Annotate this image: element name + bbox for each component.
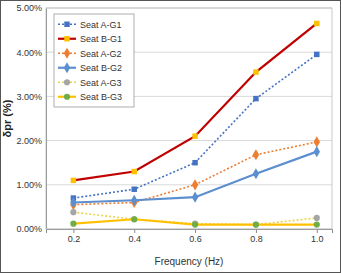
series-marker: [70, 197, 76, 208]
series-marker: [314, 136, 320, 147]
x-tick-label: 0.8: [250, 234, 263, 244]
y-tick: 5.00%: [16, 3, 46, 13]
legend-label: Seat B-G2: [80, 63, 122, 73]
chart-frame: [1, 1, 341, 273]
series-marker: [314, 146, 320, 157]
x-tick-label: 0.2: [68, 234, 81, 244]
series-marker: [131, 169, 136, 174]
legend-label: Seat A-G3: [80, 78, 122, 88]
x-tick-mark: [317, 229, 318, 233]
x-tick: 0.8: [250, 229, 263, 244]
y-tick-label: 5.00%: [16, 3, 42, 13]
series-marker: [192, 221, 198, 227]
legend-marker: [64, 48, 70, 59]
x-tick-mark: [73, 229, 74, 233]
x-axis-title: Frequency (Hz): [155, 256, 224, 267]
x-tick: 0.4: [128, 229, 141, 244]
series-marker: [131, 186, 136, 191]
series-marker: [314, 52, 319, 57]
x-axis-line: [47, 230, 333, 234]
series-marker: [131, 216, 137, 222]
y-axis: 0.00% 1.00% 2.00% 3.00% 4.00% 5.00%: [16, 3, 46, 234]
x-tick-mark: [134, 229, 135, 233]
plot: 0.2 0.4 0.6 0.8 1.0 0.00% 1.00% 2.00% 3.00% 4.00%…: [16, 3, 332, 244]
series-group: [70, 21, 320, 228]
y-tick: 1.00%: [16, 180, 46, 190]
series-marker: [192, 133, 197, 138]
legend: Seat A-G1 Seat B-G1 Seat A-G2 Seat B-G2 Seat…: [54, 14, 134, 107]
series-marker: [314, 21, 319, 26]
x-tick: 0.6: [189, 229, 202, 244]
plot-frame: [46, 8, 332, 229]
grid: [46, 8, 332, 229]
y-tick-label: 3.00%: [16, 92, 42, 102]
series-marker: [253, 96, 258, 101]
series-marker: [70, 221, 76, 227]
x-tick-mark: [256, 229, 257, 233]
series-line: [73, 152, 316, 203]
x-axis: 0.2 0.4 0.6 0.8 1.0: [47, 229, 333, 244]
legend-marker: [64, 94, 70, 100]
x-tick: 1.0: [311, 229, 324, 244]
legend-marker: [64, 22, 69, 27]
legend-marker: [64, 79, 70, 85]
chart: 0.2 0.4 0.6 0.8 1.0 0.00% 1.00% 2.00% 3.00% 4.00%…: [0, 0, 341, 273]
grid-line: [46, 184, 332, 185]
y-tick-label: 4.00%: [16, 48, 42, 58]
y-tick-label: 0.00%: [16, 224, 42, 234]
series-marker: [192, 179, 198, 190]
series-marker: [192, 160, 197, 165]
series-line: [73, 142, 316, 205]
x-tick-label: 1.0: [311, 234, 324, 244]
legend-label: Seat A-G1: [80, 20, 122, 30]
series-marker: [70, 209, 76, 215]
y-tick: 0.00%: [16, 224, 46, 234]
series-marker: [131, 195, 137, 206]
x-tick: 0.2: [68, 229, 81, 244]
x-tick-label: 0.4: [128, 234, 141, 244]
y-tick: 4.00%: [16, 48, 46, 58]
legend-label: Seat B-G1: [80, 34, 122, 44]
series-marker: [192, 221, 198, 227]
series-marker: [253, 149, 259, 160]
y-tick: 2.00%: [16, 136, 46, 146]
series-marker: [253, 168, 259, 179]
series-marker: [192, 192, 198, 203]
y-tick-label: 2.00%: [16, 136, 42, 146]
legend-marker: [64, 62, 70, 73]
y-tick-label: 1.00%: [16, 180, 42, 190]
series-marker: [71, 178, 76, 183]
y-axis-title: δpr (%): [1, 99, 13, 137]
x-tick-mark: [195, 229, 196, 233]
series-marker: [253, 69, 258, 74]
series-marker: [131, 216, 137, 222]
series-marker: [314, 221, 320, 227]
series-marker: [253, 221, 259, 227]
legend-box: [54, 14, 134, 107]
legend-label: Seat B-G3: [80, 92, 122, 102]
y-tick: 3.00%: [16, 92, 46, 102]
legend-marker: [64, 36, 69, 41]
legend-label: Seat A-G2: [80, 49, 122, 59]
series-marker: [314, 215, 320, 221]
x-tick-label: 0.6: [189, 234, 202, 244]
series-marker: [253, 221, 259, 227]
